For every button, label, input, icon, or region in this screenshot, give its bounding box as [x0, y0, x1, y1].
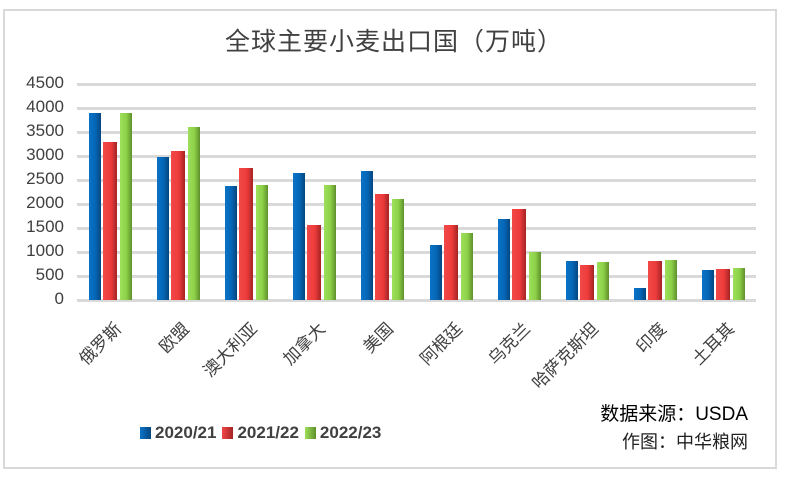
bar-2021-22-3[interactable]	[307, 224, 322, 300]
bar-2021-22-7[interactable]	[579, 265, 594, 300]
legend-swatch-green	[304, 427, 316, 439]
legend-item-2020-21[interactable]: 2020/21	[140, 423, 216, 443]
bar-2022-23-6[interactable]	[528, 252, 541, 300]
y-tick-label: 1000	[26, 241, 64, 260]
bar-2022-23-8[interactable]	[664, 259, 677, 300]
gridline	[77, 107, 756, 110]
chart-title: 全球主要小麦出口国（万吨）	[224, 27, 563, 56]
gridline	[77, 275, 756, 278]
bar-2022-23-5[interactable]	[460, 232, 473, 300]
bar-2020-21-9[interactable]	[701, 269, 714, 300]
bar-2020-21-1[interactable]	[157, 157, 170, 300]
bar-2020-21-0[interactable]	[89, 112, 101, 300]
y-tick-label: 4000	[26, 97, 64, 116]
bar-2020-21-2[interactable]	[225, 186, 238, 300]
gridline	[77, 179, 756, 182]
legend: 2020/21 2021/22 2022/23	[140, 423, 387, 443]
gridline	[77, 83, 756, 86]
gridline	[77, 203, 756, 206]
bar-2020-21-4[interactable]	[361, 171, 374, 300]
bar-2020-21-7[interactable]	[565, 260, 578, 300]
y-tick-label: 2000	[26, 193, 64, 212]
gridline	[77, 155, 756, 158]
bar-2021-22-0[interactable]	[103, 141, 117, 300]
y-tick-label: 4500	[26, 73, 64, 92]
bar-2021-22-5[interactable]	[443, 224, 458, 300]
bar-2021-22-6[interactable]	[511, 208, 526, 300]
y-tick-label: 3000	[26, 145, 64, 164]
bar-2020-21-5[interactable]	[429, 244, 442, 300]
bar-2022-23-1[interactable]	[188, 127, 201, 300]
bar-2021-22-4[interactable]	[375, 194, 390, 300]
y-tick-label: 0	[54, 289, 64, 308]
legend-label: 2020/21	[155, 423, 217, 442]
gridline	[77, 227, 756, 230]
bar-2022-23-2[interactable]	[256, 184, 269, 300]
bar-2022-23-9[interactable]	[732, 267, 745, 300]
bar-2022-23-0[interactable]	[120, 112, 132, 300]
bar-2020-21-3[interactable]	[293, 173, 306, 300]
gridline	[77, 251, 756, 254]
data-source: 数据来源：USDA	[600, 404, 748, 425]
bar-2021-22-1[interactable]	[171, 151, 186, 300]
gridline	[77, 299, 756, 302]
legend-swatch-blue	[140, 427, 151, 439]
legend-swatch-red	[222, 427, 234, 439]
legend-item-2021-22[interactable]: 2021/22	[222, 423, 299, 443]
bar-2021-22-9[interactable]	[715, 268, 730, 300]
chart-credit: 作图：中华粮网	[622, 432, 748, 453]
source-note: 数据来源：USDA 作图：中华粮网	[600, 401, 748, 457]
bar-2020-21-8[interactable]	[633, 288, 646, 300]
legend-label: 2021/22	[237, 423, 299, 442]
bar-2022-23-4[interactable]	[392, 199, 405, 300]
y-tick-label: 500	[35, 265, 64, 284]
y-tick-label: 3500	[26, 121, 64, 140]
legend-label: 2022/23	[319, 423, 382, 442]
bar-2022-23-7[interactable]	[596, 261, 609, 300]
bar-2022-23-3[interactable]	[324, 184, 337, 300]
y-tick-label: 2500	[26, 169, 64, 188]
gridline	[77, 131, 756, 134]
y-tick-label: 1500	[26, 217, 64, 236]
bar-2021-22-2[interactable]	[239, 168, 254, 300]
legend-item-2022-23[interactable]: 2022/23	[304, 423, 382, 443]
bar-2021-22-8[interactable]	[647, 260, 662, 300]
bar-2020-21-6[interactable]	[497, 219, 510, 300]
